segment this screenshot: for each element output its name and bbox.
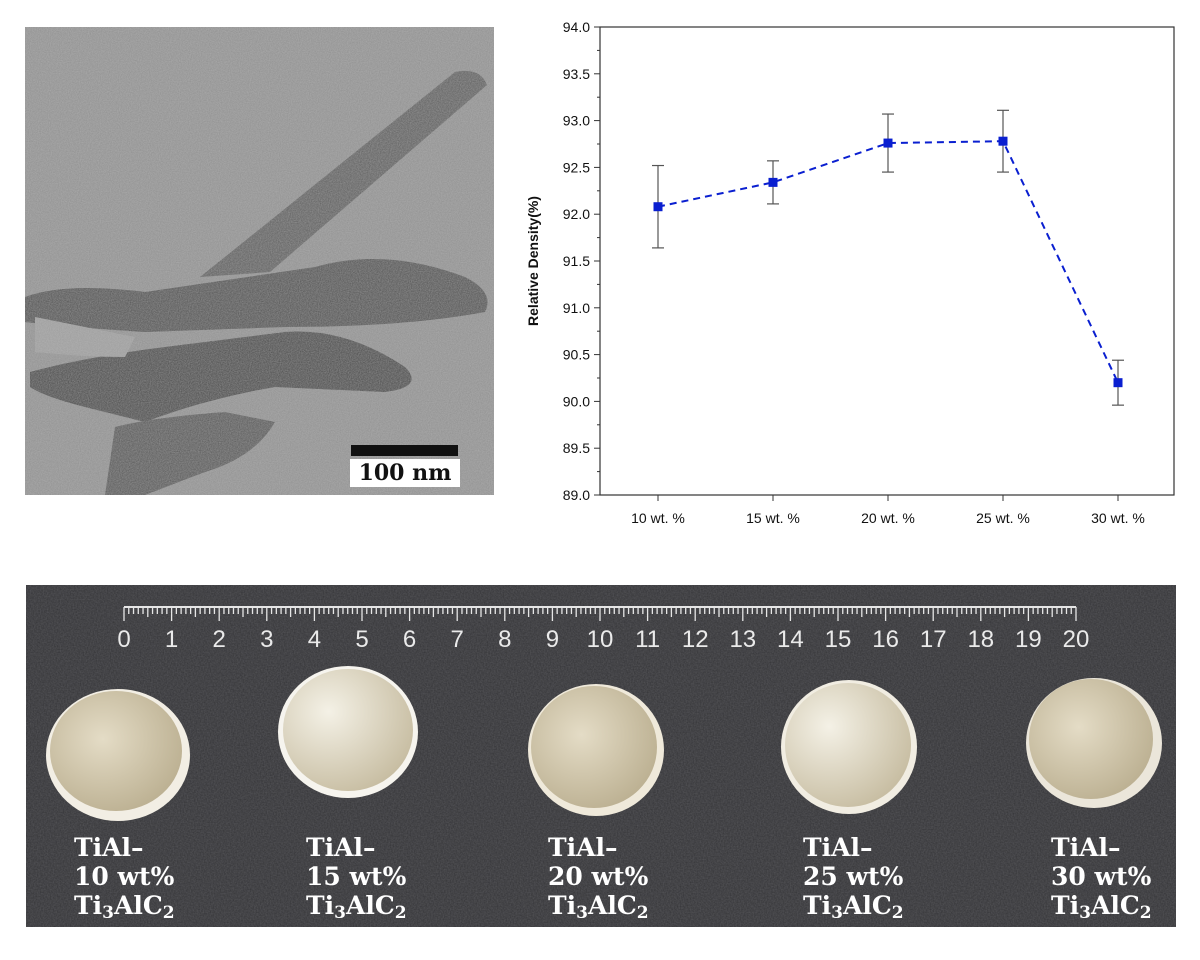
sample-label-formula: Ti3AlC2 bbox=[306, 891, 407, 923]
ruler-number: 17 bbox=[920, 626, 947, 653]
sample-label-line2: 15 wt% bbox=[306, 862, 407, 891]
ruler-number: 16 bbox=[872, 626, 899, 653]
series-line bbox=[657, 140, 1119, 384]
plot-frame bbox=[599, 26, 1175, 496]
tem-micrograph: 100 nm bbox=[25, 27, 494, 495]
ruler-number: 19 bbox=[1015, 626, 1042, 653]
y-tick-label: 94.0 bbox=[563, 19, 590, 35]
data-point bbox=[768, 177, 778, 187]
y-axis-label: Relative Density(%) bbox=[525, 196, 541, 326]
sample-label-formula: Ti3AlC2 bbox=[1051, 891, 1152, 923]
ruler-number: 5 bbox=[355, 626, 368, 653]
data-point bbox=[998, 136, 1008, 146]
sample-label: TiAl– 10 wt% Ti3AlC2 bbox=[74, 833, 175, 923]
formula-subscript: 2 bbox=[162, 903, 175, 923]
sample-label-formula: Ti3AlC2 bbox=[74, 891, 175, 923]
formula-subscript: 2 bbox=[1139, 903, 1152, 923]
ruler-number: 9 bbox=[546, 626, 559, 653]
grain-texture bbox=[25, 27, 494, 495]
y-tick-label: 89.5 bbox=[563, 440, 590, 456]
y-tick-label: 90.0 bbox=[563, 393, 590, 409]
x-tick-label: 25 wt. % bbox=[976, 510, 1030, 526]
y-tick-label: 92.5 bbox=[563, 159, 590, 175]
ruler-number: 2 bbox=[213, 626, 226, 653]
ruler-number: 10 bbox=[587, 626, 614, 653]
data-point bbox=[653, 202, 663, 212]
formula-part: Ti bbox=[306, 891, 335, 920]
ruler-number: 18 bbox=[967, 626, 994, 653]
y-tick-label: 89.0 bbox=[563, 487, 590, 503]
x-axis: 10 wt. % 15 wt. % 20 wt. % 25 wt. % 30 wt. % bbox=[631, 495, 1145, 526]
ruler-number: 20 bbox=[1063, 626, 1090, 653]
ruler-number: 15 bbox=[825, 626, 852, 653]
sample-label-line1: TiAl– bbox=[1051, 833, 1121, 862]
formula-part: AlC bbox=[113, 891, 163, 920]
formula-subscript: 3 bbox=[831, 903, 843, 923]
formula-part: Ti bbox=[1051, 891, 1080, 920]
formula-part: AlC bbox=[587, 891, 637, 920]
scale-bar bbox=[351, 445, 458, 456]
formula-subscript: 2 bbox=[636, 903, 649, 923]
x-tick-label: 20 wt. % bbox=[861, 510, 915, 526]
sample-label: TiAl– 25 wt% Ti3AlC2 bbox=[803, 833, 904, 923]
sample-label-line1: TiAl– bbox=[74, 833, 144, 862]
ruler-number: 12 bbox=[682, 626, 709, 653]
sample-discs bbox=[46, 666, 1162, 821]
ruler-number: 1 bbox=[165, 626, 178, 653]
y-axis: 89.0 89.5 90.0 90.5 91.0 91.5 92.0 92.5 93.0 93.5… bbox=[563, 19, 600, 503]
data-point bbox=[1113, 378, 1123, 388]
formula-part: Ti bbox=[74, 891, 103, 920]
data-point bbox=[883, 138, 893, 148]
sample-label-formula: Ti3AlC2 bbox=[803, 891, 904, 923]
ruler-number: 3 bbox=[260, 626, 273, 653]
formula-part: AlC bbox=[345, 891, 395, 920]
sample-label: TiAl– 15 wt% Ti3AlC2 bbox=[306, 833, 407, 923]
x-tick-label: 10 wt. % bbox=[631, 510, 685, 526]
sample-label-line2: 20 wt% bbox=[548, 862, 649, 891]
formula-part: AlC bbox=[1090, 891, 1140, 920]
y-tick-label: 90.5 bbox=[563, 347, 590, 363]
ruler-number: 14 bbox=[777, 626, 804, 653]
y-tick-label: 92.0 bbox=[563, 206, 590, 222]
y-tick-label: 91.5 bbox=[563, 253, 590, 269]
scale-bar-label: 100 nm bbox=[350, 459, 460, 487]
sample-photo: 0 1 2 3 4 5 6 7 8 9 10 11 12 13 14 15 16 17 18 19 20 TiAl– 10… bbox=[26, 585, 1176, 927]
tem-image-drawing bbox=[25, 27, 494, 495]
formula-subscript: 3 bbox=[102, 903, 114, 923]
sample-label-line2: 10 wt% bbox=[74, 862, 175, 891]
sample-label-line1: TiAl– bbox=[306, 833, 376, 862]
sample-label-line1: TiAl– bbox=[803, 833, 873, 862]
ruler-number: 0 bbox=[117, 626, 130, 653]
formula-subscript: 2 bbox=[394, 903, 407, 923]
ruler-number: 11 bbox=[635, 626, 660, 653]
sample-photo-drawing: 0 1 2 3 4 5 6 7 8 9 10 11 12 13 14 15 16 17 18 19 20 bbox=[26, 585, 1176, 927]
ruler-number: 7 bbox=[451, 626, 464, 653]
sample-label: TiAl– 20 wt% Ti3AlC2 bbox=[548, 833, 649, 923]
sample-label: TiAl– 30 wt% Ti3AlC2 bbox=[1051, 833, 1152, 923]
formula-subscript: 3 bbox=[576, 903, 588, 923]
ruler-number: 8 bbox=[498, 626, 511, 653]
x-tick-label: 15 wt. % bbox=[746, 510, 800, 526]
sample-label-line2: 30 wt% bbox=[1051, 862, 1152, 891]
sample-label-line2: 25 wt% bbox=[803, 862, 904, 891]
formula-part: Ti bbox=[548, 891, 577, 920]
ruler-number: 13 bbox=[729, 626, 756, 653]
sample-label-formula: Ti3AlC2 bbox=[548, 891, 649, 923]
formula-subscript: 2 bbox=[891, 903, 904, 923]
formula-part: Ti bbox=[803, 891, 832, 920]
formula-subscript: 3 bbox=[1079, 903, 1091, 923]
density-series bbox=[652, 109, 1124, 406]
ruler-number: 6 bbox=[403, 626, 416, 653]
y-tick-label: 93.0 bbox=[563, 113, 590, 129]
formula-part: AlC bbox=[842, 891, 892, 920]
y-tick-label: 93.5 bbox=[563, 66, 590, 82]
ruler-number: 4 bbox=[308, 626, 321, 653]
sample-label-line1: TiAl– bbox=[548, 833, 618, 862]
ruler: 0 1 2 3 4 5 6 7 8 9 10 11 12 13 14 15 16 17 18 19 20 bbox=[117, 606, 1090, 653]
y-tick-label: 91.0 bbox=[563, 300, 590, 316]
relative-density-chart: 89.0 89.5 90.0 90.5 91.0 91.5 92.0 92.5 93.0 93.5… bbox=[525, 19, 1175, 526]
formula-subscript: 3 bbox=[334, 903, 346, 923]
x-tick-label: 30 wt. % bbox=[1091, 510, 1145, 526]
